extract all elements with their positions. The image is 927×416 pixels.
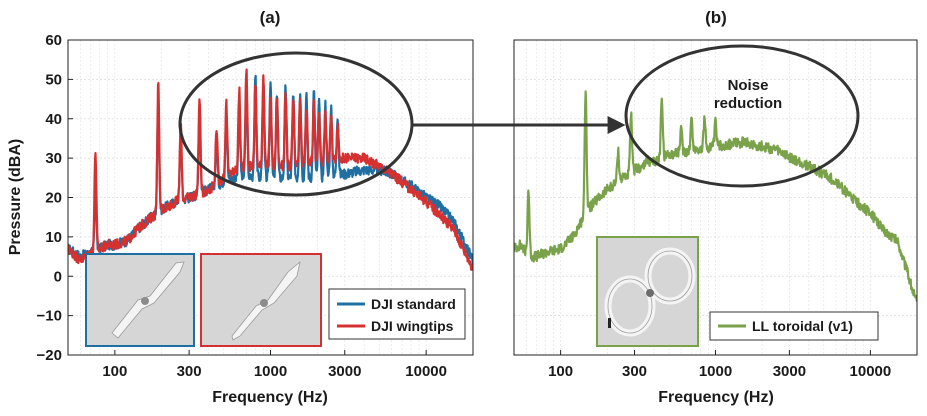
series-line-ll-toroidal-v1 xyxy=(514,90,917,302)
x-axis-label-b: Frequency (Hz) xyxy=(658,389,774,406)
y-tick-label: −20 xyxy=(37,347,62,364)
x-tick-label: 300 xyxy=(622,363,647,380)
inset-dji-standard xyxy=(85,253,195,347)
noise-reduction-annotation: Noise reduction xyxy=(178,44,860,197)
y-tick-label: −10 xyxy=(37,308,62,325)
panel-b-ticks: 100 300 1000 3000 10000 xyxy=(548,350,891,380)
x-tick-label: 10000 xyxy=(405,363,447,380)
x-tick-label: 100 xyxy=(102,363,127,380)
x-tick-label: 1000 xyxy=(254,363,287,380)
inset-dji-wingtips xyxy=(200,253,322,347)
panel-b-series xyxy=(514,90,917,302)
y-tick-label: 10 xyxy=(45,229,62,246)
x-tick-label: 1000 xyxy=(699,363,732,380)
legend-label-dji-standard: DJI standard xyxy=(371,296,456,312)
panel-a-plot: 100 300 1000 3000 10000 −20 −10 0 10 20 30 40 50 60 D… xyxy=(37,32,474,380)
legend-panel-a: DJI standard DJI wingtips xyxy=(328,288,466,340)
x-tick-label: 3000 xyxy=(773,363,806,380)
x-axis-label-a: Frequency (Hz) xyxy=(212,389,328,406)
series-line-dji-wingtips xyxy=(68,68,473,271)
x-tick-label: 300 xyxy=(177,363,202,380)
noise-label-line1: Noise xyxy=(728,77,769,94)
y-axis-label: Pressure (dBA) xyxy=(7,139,24,255)
x-tick-label: 10000 xyxy=(850,363,892,380)
y-tick-label: 30 xyxy=(45,150,62,167)
ellipse-panel-b xyxy=(624,44,860,188)
y-tick-label: 40 xyxy=(45,111,62,128)
panel-b-plot: 100 300 1000 3000 10000 LL toroidal (v1) xyxy=(513,39,918,380)
inset-ll-toroidal xyxy=(596,236,699,347)
y-tick-label: 60 xyxy=(45,32,62,49)
panel-a-series xyxy=(68,68,473,271)
legend-panel-b: LL toroidal (v1) xyxy=(709,311,879,341)
legend-label-dji-wingtips: DJI wingtips xyxy=(371,318,454,334)
y-tick-label: 50 xyxy=(45,71,62,88)
panel-a-ticks: 100 300 1000 3000 10000 −20 −10 0 10 20 30 40 50 60 xyxy=(37,32,447,380)
panel-a-title: (a) xyxy=(260,8,281,27)
legend-label-ll-toroidal: LL toroidal (v1) xyxy=(752,318,853,334)
y-tick-label: 0 xyxy=(54,268,62,285)
x-tick-label: 100 xyxy=(548,363,573,380)
panel-b-title: (b) xyxy=(705,8,727,27)
noise-label-line2: reduction xyxy=(714,95,782,112)
x-tick-label: 3000 xyxy=(328,363,361,380)
y-tick-label: 20 xyxy=(45,190,62,207)
